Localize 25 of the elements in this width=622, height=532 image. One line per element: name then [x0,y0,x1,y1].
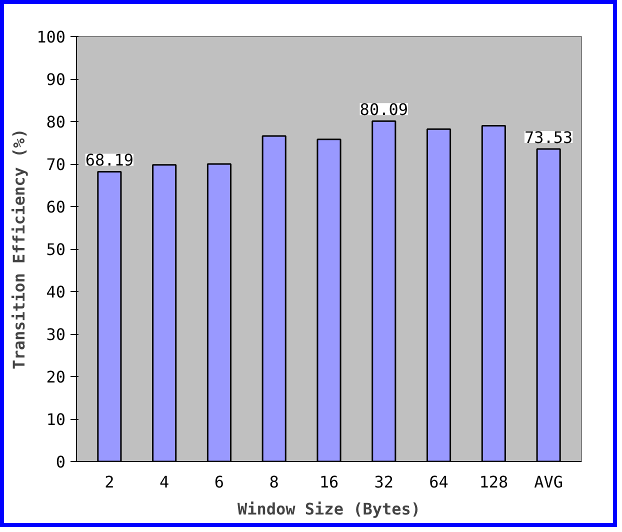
y-tick-label: 10 [46,410,66,429]
y-tick-label: 20 [46,368,66,386]
x-tick-label: AVG [534,472,564,492]
y-tick-label: 60 [46,198,66,216]
data-label: 68.19 [85,150,134,170]
y-tick-label: 40 [46,282,66,302]
y-tick-label: 30 [46,325,66,344]
x-tick-label: 6 [214,472,224,492]
y-tick-label: 80 [46,112,66,132]
x-tick-label: 128 [479,472,508,492]
y-tick-label: 50 [46,240,66,259]
y-tick-label: 100 [36,28,66,46]
y-tick-label: 90 [46,70,66,89]
data-label: 73.53 [524,128,573,147]
y-tick-label: 70 [46,155,66,174]
x-axis-title: Window Size (Bytes) [237,500,421,518]
x-tick-label: 32 [374,472,394,492]
y-axis-title: Transition Efficiency (%) [10,128,29,370]
x-tick-label: 8 [269,472,279,492]
x-tick-label: 2 [104,472,114,492]
x-tick-label: 4 [160,472,170,492]
data-label: 80.09 [360,100,408,120]
x-tick-label: 16 [319,472,339,492]
y-tick-label: 0 [56,452,66,472]
x-tick-label: 64 [429,472,448,492]
